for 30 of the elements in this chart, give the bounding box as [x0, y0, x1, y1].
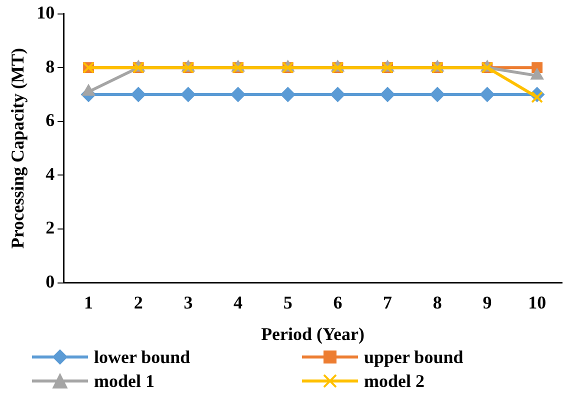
y-tick-label: 10 [36, 2, 55, 22]
x-tick-label: 2 [134, 292, 143, 312]
y-tick-label: 4 [46, 164, 55, 184]
y-axis-title: Processing Capacity (MT) [7, 48, 28, 249]
legend-label: lower bound [94, 346, 190, 368]
x-tick-label: 8 [432, 292, 442, 312]
point [280, 87, 296, 102]
y-tick-label: 8 [46, 56, 55, 76]
x-tick-label: 4 [234, 292, 243, 312]
x-tick-label: 9 [482, 292, 492, 312]
point [230, 87, 246, 102]
point [330, 87, 346, 102]
x-tick-label: 7 [383, 292, 392, 312]
x-tick-label: 6 [333, 292, 342, 312]
y-tick-label: 2 [46, 218, 55, 238]
x-axis-title: Period (Year) [261, 324, 365, 344]
legend-label: model 2 [364, 370, 424, 392]
legend-label: model 1 [94, 370, 154, 392]
y-tick-label: 6 [46, 110, 55, 130]
point [130, 87, 146, 102]
point [380, 87, 396, 102]
point [180, 87, 196, 102]
legend-label: upper bound [364, 346, 464, 368]
x-tick-label: 1 [84, 292, 94, 312]
x-tick-label: 5 [283, 292, 292, 312]
point [480, 87, 495, 102]
x-tick-label: 10 [528, 292, 546, 312]
x-tick-label: 3 [184, 292, 193, 312]
y-tick-label: 0 [46, 271, 55, 292]
point [430, 87, 445, 102]
